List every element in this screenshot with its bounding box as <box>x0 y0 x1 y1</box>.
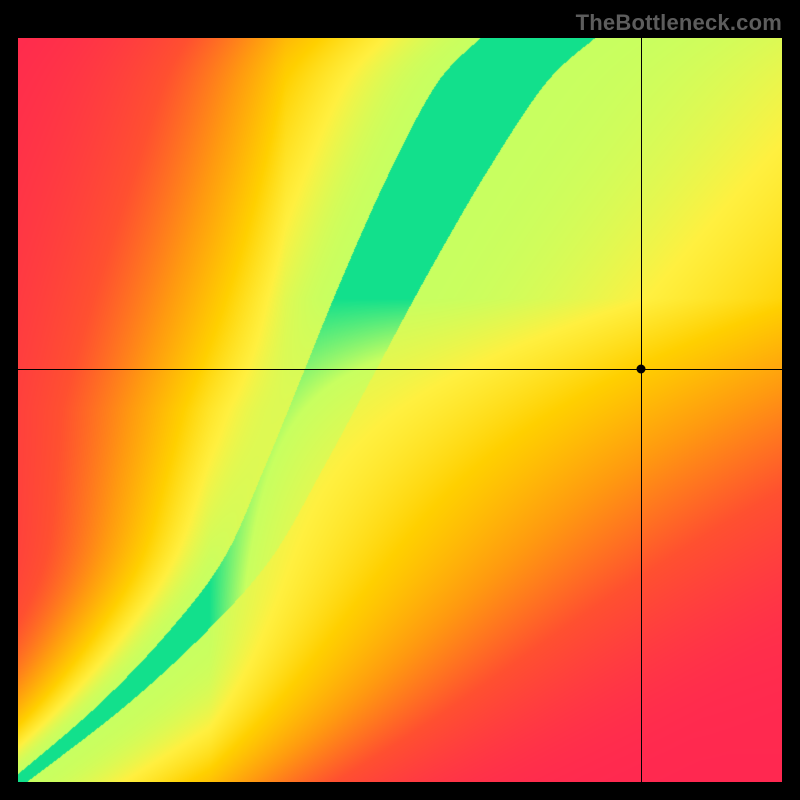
crosshair-horizontal <box>18 369 782 370</box>
crosshair-vertical <box>641 38 642 782</box>
heatmap-canvas <box>18 38 782 782</box>
crosshair-marker <box>636 365 645 374</box>
heatmap-plot-area <box>18 38 782 782</box>
watermark-text: TheBottleneck.com <box>576 10 782 36</box>
